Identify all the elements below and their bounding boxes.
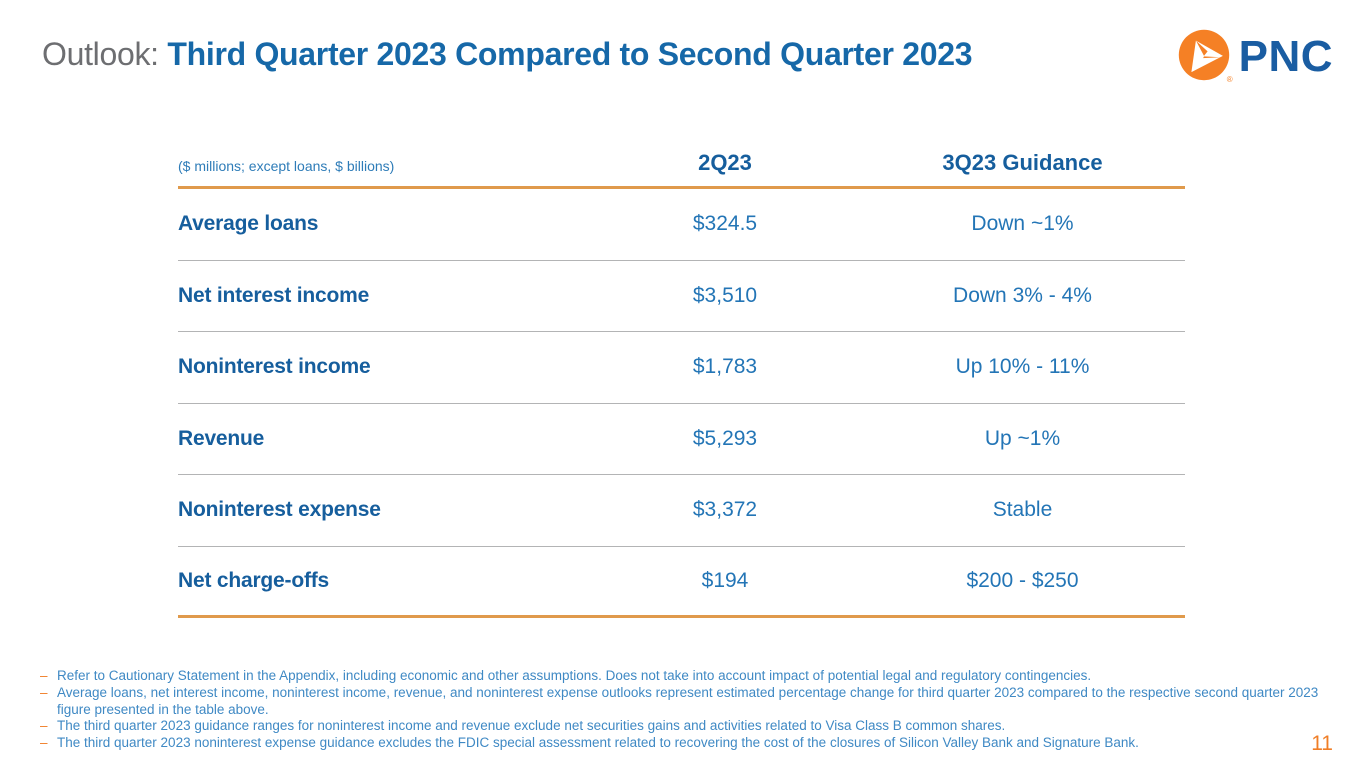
table-header: ($ millions; except loans, $ billions) 2… bbox=[178, 150, 1185, 189]
table-row: Noninterest expense $3,372 Stable bbox=[178, 475, 1185, 547]
table-row: Net interest income $3,510 Down 3% - 4% bbox=[178, 261, 1185, 332]
footnote-dash-icon: – bbox=[40, 668, 48, 683]
row-q2: $324.5 bbox=[692, 212, 758, 236]
table-row: Net charge-offs $194 $200 - $250 bbox=[178, 547, 1185, 618]
row-label: Average loans bbox=[178, 212, 319, 236]
footnote-text: Average loans, net interest income, noni… bbox=[57, 684, 1319, 717]
unit-note: ($ millions; except loans, $ billions) bbox=[178, 158, 395, 174]
row-label: Net interest income bbox=[178, 283, 370, 307]
table-row: Noninterest income $1,783 Up 10% - 11% bbox=[178, 332, 1185, 404]
table-row: Revenue $5,293 Up ~1% bbox=[178, 404, 1185, 475]
row-guidance: Up ~1% bbox=[984, 426, 1061, 450]
pnc-logo-icon: ® bbox=[1177, 28, 1233, 86]
footnote-item: – Average loans, net interest income, no… bbox=[40, 685, 1335, 719]
title-main: Third Quarter 2023 Compared to Second Qu… bbox=[167, 36, 973, 72]
table-row: Average loans $324.5 Down ~1% bbox=[178, 189, 1185, 261]
footnote-item: – Refer to Cautionary Statement in the A… bbox=[40, 668, 1335, 685]
row-guidance: Down 3% - 4% bbox=[953, 283, 1092, 307]
pnc-logo: ® PNC bbox=[1177, 28, 1333, 86]
footnote-text: Refer to Cautionary Statement in the App… bbox=[57, 668, 1092, 683]
row-label: Noninterest expense bbox=[178, 498, 381, 522]
row-label: Noninterest income bbox=[178, 355, 371, 379]
registered-trademark: ® bbox=[1226, 75, 1233, 84]
row-guidance: Up 10% - 11% bbox=[955, 355, 1090, 379]
footnote-text: The third quarter 2023 guidance ranges f… bbox=[57, 718, 1006, 734]
column-header-3q23-guidance: 3Q23 Guidance bbox=[942, 150, 1103, 175]
footnote-dash-icon: – bbox=[40, 735, 48, 751]
row-q2: $5,293 bbox=[692, 426, 758, 450]
footnote-dash-icon: – bbox=[40, 718, 48, 734]
row-q2: $194 bbox=[701, 568, 749, 592]
row-guidance: Stable bbox=[992, 498, 1053, 522]
row-guidance: $200 - $250 bbox=[966, 568, 1079, 592]
footnote-dash-icon: – bbox=[40, 684, 48, 700]
row-q2: $3,372 bbox=[692, 498, 758, 522]
title-prefix: Outlook: bbox=[42, 36, 159, 72]
column-header-2q23: 2Q23 bbox=[698, 150, 752, 175]
footnotes: – Refer to Cautionary Statement in the A… bbox=[40, 668, 1335, 752]
pnc-logo-text: PNC bbox=[1238, 32, 1333, 81]
page-title: Outlook: Third Quarter 2023 Compared to … bbox=[42, 36, 973, 73]
footnote-text: The third quarter 2023 noninterest expen… bbox=[57, 735, 1139, 751]
table-rows: Average loans $324.5 Down ~1% Net intere… bbox=[178, 189, 1185, 618]
row-guidance: Down ~1% bbox=[971, 212, 1074, 236]
row-label: Net charge-offs bbox=[178, 568, 330, 592]
row-q2: $3,510 bbox=[692, 283, 758, 307]
row-label: Revenue bbox=[178, 426, 265, 450]
footnote-item: – The third quarter 2023 guidance ranges… bbox=[40, 718, 1335, 735]
row-q2: $1,783 bbox=[692, 355, 758, 379]
outlook-table: ($ millions; except loans, $ billions) 2… bbox=[178, 150, 1185, 618]
page-number: 11 bbox=[1311, 732, 1333, 755]
footnote-item: – The third quarter 2023 noninterest exp… bbox=[40, 735, 1335, 752]
